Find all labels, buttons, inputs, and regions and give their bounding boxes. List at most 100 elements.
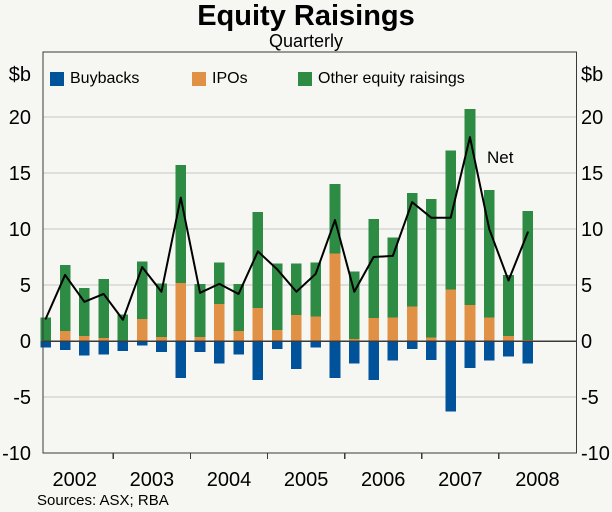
ipos-bar (194, 337, 206, 341)
y-axis-unit-right: $b (581, 64, 604, 86)
y-tick-label: 15 (581, 163, 603, 185)
buybacks-bar (329, 341, 341, 378)
ipos-color-swatch (192, 72, 206, 86)
buybacks-bar (387, 341, 399, 361)
ipos-bar (156, 337, 167, 341)
net-line (44, 136, 529, 321)
other-equity-bar (464, 109, 476, 306)
buybacks-bar (233, 341, 244, 355)
buybacks-bar (252, 341, 264, 381)
buybacks-bar (156, 341, 167, 353)
chart-title: Equity Raisings (197, 0, 415, 32)
other-equity-bar (445, 150, 456, 290)
y-axis-unit-left: $b (8, 64, 31, 86)
other-equity-bar (522, 211, 534, 340)
ipos-bar (387, 317, 399, 341)
buybacks-bar (40, 341, 52, 348)
other-equity-bar (233, 283, 244, 331)
y-tick-labels-right: 20 15 10 5 0 -5 -10 (581, 107, 610, 465)
legend-item-ipos: IPOs (192, 71, 248, 87)
year-label: 2007 (438, 469, 483, 491)
x-axis-labels: 2002 2003 2004 2005 2006 2007 2008 (52, 469, 559, 491)
year-label: 2002 (52, 469, 97, 491)
y-tick-label: 15 (9, 163, 31, 185)
buybacks-bar (271, 341, 283, 349)
ipos-bar (368, 318, 379, 341)
other-equity-bar (117, 314, 129, 341)
other-equity-bar (368, 218, 379, 319)
other-equity-color-swatch (298, 72, 312, 86)
buybacks-bar (291, 341, 302, 369)
ipos-bar (98, 338, 109, 341)
legend-label-ipos: IPOs (212, 70, 248, 87)
bars-layer (40, 109, 534, 412)
buybacks-bar (194, 341, 206, 353)
buybacks-bar (98, 341, 109, 355)
buybacks-bar (310, 341, 322, 348)
other-equity-bar (348, 271, 360, 339)
buybacks-bar (503, 341, 514, 357)
buybacks-bar (136, 341, 148, 346)
ipos-bar (464, 305, 476, 341)
ipos-bar (214, 304, 225, 341)
year-label: 2008 (515, 469, 560, 491)
y-tick-label: -10 (2, 443, 31, 465)
other-equity-bar (503, 274, 514, 336)
y-tick-label: -5 (581, 387, 599, 409)
buybacks-bar (426, 341, 437, 361)
other-equity-bar (79, 287, 90, 336)
y-tick-label: 10 (581, 219, 603, 241)
chart-subtitle: Quarterly (268, 31, 344, 51)
buybacks-bar (406, 341, 418, 349)
ipos-bar (329, 253, 341, 341)
buybacks-bar (117, 341, 129, 352)
other-equity-bar (291, 263, 302, 316)
y-tick-label: 20 (581, 107, 603, 129)
ipos-bar (233, 330, 244, 341)
other-equity-bar (387, 237, 399, 318)
buybacks-bar (483, 341, 495, 361)
buybacks-bar (368, 341, 379, 381)
buybacks-bar (445, 341, 456, 412)
other-equity-bar (175, 165, 187, 283)
sources-note: Sources: ASX; RBA (37, 492, 169, 509)
year-label: 2006 (361, 469, 406, 491)
year-label: 2005 (284, 469, 329, 491)
x-axis-ticks (112, 453, 500, 459)
buybacks-bar (59, 341, 71, 350)
other-equity-bar (194, 283, 206, 338)
legend-item-buybacks: Buybacks (50, 71, 139, 87)
legend-label-other-equity: Other equity raisings (318, 70, 465, 87)
other-equity-bar (40, 317, 52, 341)
y-tick-label: 0 (20, 331, 31, 353)
other-equity-bar (98, 278, 109, 339)
year-label: 2003 (130, 469, 175, 491)
buybacks-bar (522, 341, 534, 364)
ipos-bar (310, 316, 322, 341)
ipos-bar (348, 338, 360, 341)
ipos-bar (445, 289, 456, 341)
other-equity-bar (483, 189, 495, 318)
buybacks-bar (79, 341, 90, 356)
buybacks-bar (348, 341, 360, 364)
y-tick-labels-left: 20 15 10 5 0 -5 -10 (2, 107, 31, 465)
ipos-bar (271, 329, 283, 341)
buybacks-color-swatch (50, 72, 64, 86)
plot-frame (42, 51, 578, 454)
ipos-bar (291, 315, 302, 341)
other-equity-bar (406, 193, 418, 307)
y-tick-label: 5 (581, 275, 592, 297)
other-equity-bar (271, 263, 283, 330)
y-tick-label: 5 (20, 275, 31, 297)
buybacks-bar (464, 341, 476, 368)
y-tick-label: -10 (581, 443, 610, 465)
ipos-bar (79, 335, 90, 341)
legend-item-other-equity: Other equity raisings (298, 71, 465, 87)
other-equity-bar (59, 264, 71, 331)
ipos-bar (503, 335, 514, 341)
other-equity-bar (252, 212, 264, 308)
y-tick-label: -5 (13, 387, 31, 409)
buybacks-bar (214, 341, 225, 364)
ipos-bar (252, 307, 264, 341)
